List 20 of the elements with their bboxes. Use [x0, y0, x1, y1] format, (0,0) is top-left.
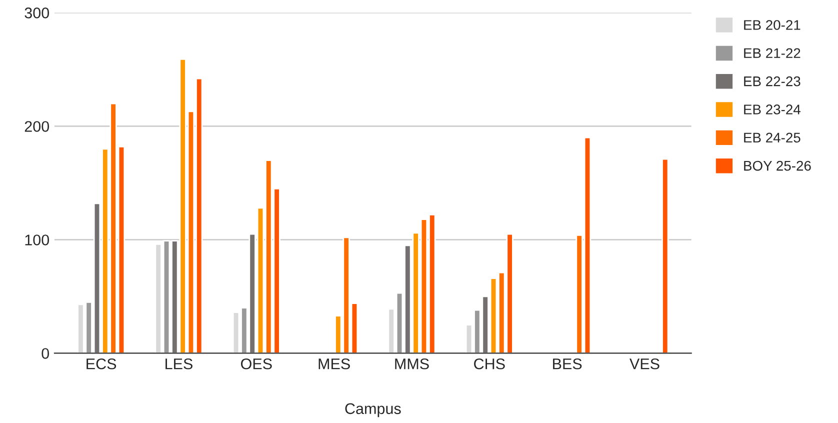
- x-tick-label: CHS: [474, 358, 505, 370]
- x-tick-label: VES: [630, 358, 660, 370]
- y-tick-label: 0: [42, 348, 50, 359]
- bar: [662, 158, 669, 354]
- x-tick-label: MES: [318, 358, 350, 370]
- legend-label: BOY 25-26: [744, 160, 811, 171]
- x-tick-label: BES: [553, 358, 582, 370]
- x-axis-title: Campus: [345, 403, 401, 418]
- x-tick-label: OES: [241, 358, 272, 370]
- x-tick-label: LES: [166, 358, 192, 370]
- legend-label: EB 21-22: [744, 48, 800, 58]
- y-tick-label: 200: [24, 121, 50, 132]
- legend-label: EB 22-23: [744, 76, 800, 86]
- x-tick-label: MMS: [395, 358, 429, 370]
- y-tick-label: 100: [25, 234, 50, 246]
- y-tick-label: 300: [24, 8, 50, 18]
- x-tick-label: ECS: [86, 358, 116, 370]
- legend-label: EB 24-25: [744, 132, 800, 143]
- legend-label: EB 23-24: [744, 104, 800, 114]
- legend-label: EB 20-21: [744, 20, 800, 30]
